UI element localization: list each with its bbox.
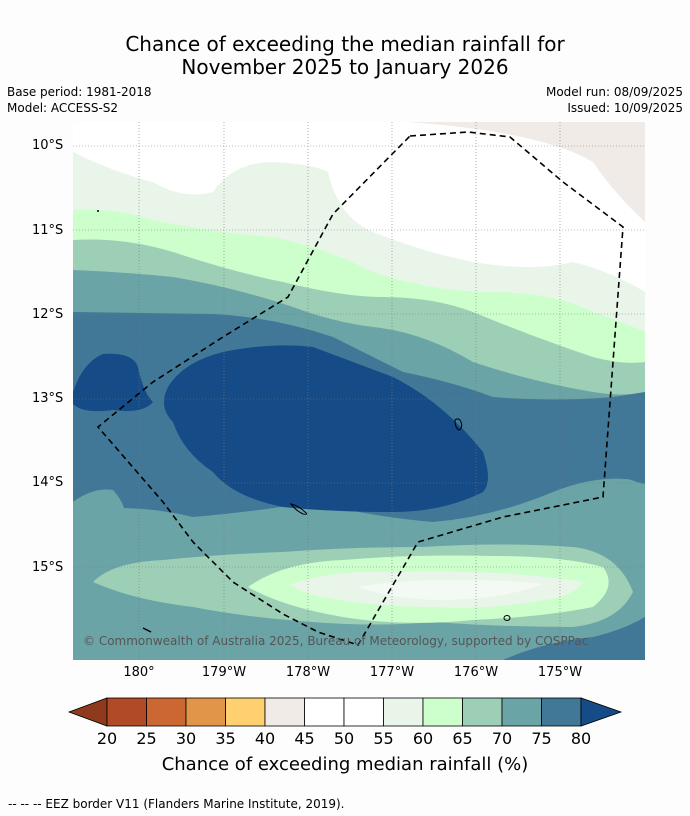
- colorbar-tick-label: 50: [333, 729, 355, 748]
- island-e: [97, 210, 99, 212]
- colorbar-segment: [422, 697, 463, 727]
- colorbar-segment: [264, 697, 305, 727]
- colorbar-tick-label: 80: [570, 729, 592, 748]
- lon-tick-180: 180°: [123, 665, 155, 680]
- base-period: Base period: 1981-2018: [7, 85, 152, 99]
- colorbar-segment: [462, 697, 503, 727]
- island-d: [142, 627, 152, 633]
- colorbar-tick-label: 20: [96, 729, 118, 748]
- colorbar-tick-label: 25: [136, 729, 157, 748]
- band-40-45: [408, 122, 645, 222]
- lon-tick-177w: 177°W: [369, 665, 415, 680]
- map-title-line2: November 2025 to January 2026: [181, 55, 509, 79]
- island-c: [503, 615, 511, 621]
- island-a: [454, 418, 463, 431]
- model-name: Model: ACCESS-S2: [7, 101, 119, 115]
- lat-tick-15s: 15°S: [32, 560, 64, 575]
- colorbar-segment: [304, 697, 345, 727]
- lon-tick-179w: 179°W: [201, 665, 247, 680]
- copyright-text: © Commonwealth of Australia 2025, Bureau…: [83, 634, 589, 648]
- band-over-80-west: [73, 353, 153, 412]
- band-over-80-main: [164, 345, 488, 512]
- colorbar-tick-label: 75: [531, 729, 552, 748]
- colorbar-segment: [541, 697, 582, 727]
- colorbar-title: Chance of exceeding median rainfall (%): [161, 754, 529, 775]
- colorbar-extend-high: [580, 697, 623, 727]
- lon-tick-175w: 175°W: [537, 665, 583, 680]
- lat-tick-12s: 12°S: [32, 307, 64, 322]
- lat-tick-11s: 11°S: [32, 223, 64, 238]
- band-75-80-southeast: [503, 617, 645, 660]
- eez-legend-footer: -- -- -- EEZ border V11 (Flanders Marine…: [8, 797, 345, 811]
- band-75-80-east: [603, 432, 645, 484]
- colorbar-tick-label: 35: [215, 729, 236, 748]
- band-55-60-south-core: [358, 580, 543, 600]
- colorbar-tick-label: 65: [452, 729, 473, 748]
- colorbar-segment: [106, 697, 147, 727]
- grid-lines: [73, 122, 645, 660]
- lat-tick-10s: 10°S: [32, 138, 64, 153]
- colorbar-tick-label: 70: [491, 729, 513, 748]
- island-b: [289, 503, 308, 515]
- colorbar-tick-label: 45: [294, 729, 315, 748]
- band-70-75-pocket: [73, 489, 125, 524]
- lat-tick-14s: 14°S: [32, 475, 64, 490]
- colorbar-segment: [146, 697, 187, 727]
- colorbar-tick-label: 40: [254, 729, 276, 748]
- issued-date: Issued: 10/09/2025: [567, 101, 683, 115]
- model-run: Model run: 08/09/2025: [545, 85, 683, 99]
- eez-border: [96, 131, 624, 646]
- colorbar-segment: [185, 697, 226, 727]
- map-title-line1: Chance of exceeding the median rainfall …: [125, 32, 565, 56]
- colorbar-tick-label: 55: [373, 729, 394, 748]
- colorbar: [67, 697, 623, 727]
- lat-tick-13s: 13°S: [32, 391, 64, 406]
- colorbar-tick-label: 30: [175, 729, 197, 748]
- colorbar-extend-low: [67, 697, 108, 727]
- colorbar-tick-label: 60: [412, 729, 434, 748]
- lon-tick-178w: 178°W: [285, 665, 331, 680]
- colorbar-segment: [501, 697, 542, 727]
- lon-tick-176w: 176°W: [453, 665, 499, 680]
- colorbar-segment: [343, 697, 384, 727]
- colorbar-segment: [225, 697, 266, 727]
- forecast-map: [73, 122, 645, 660]
- colorbar-segment: [383, 697, 424, 727]
- band-45-55-pocket: [433, 187, 476, 227]
